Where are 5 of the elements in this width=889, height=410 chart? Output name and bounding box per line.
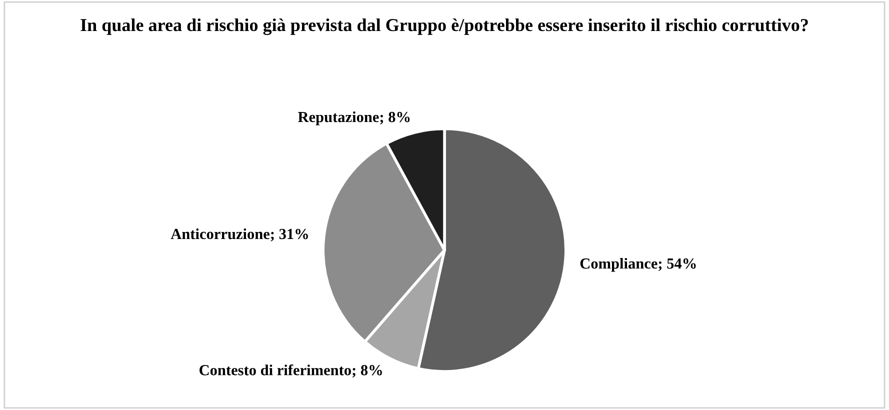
slice-label: Anticorruzione; 31%	[170, 228, 308, 242]
chart-title: In quale area di rischio già prevista dal Gruppo è/potrebbe essere inserito il rischio corruttivo?	[80, 18, 808, 35]
slice-label: Reputazione; 8%	[298, 111, 410, 126]
slice-label: Compliance; 54%	[580, 258, 696, 272]
slice-label: Contesto di riferimento; 8%	[200, 364, 382, 378]
